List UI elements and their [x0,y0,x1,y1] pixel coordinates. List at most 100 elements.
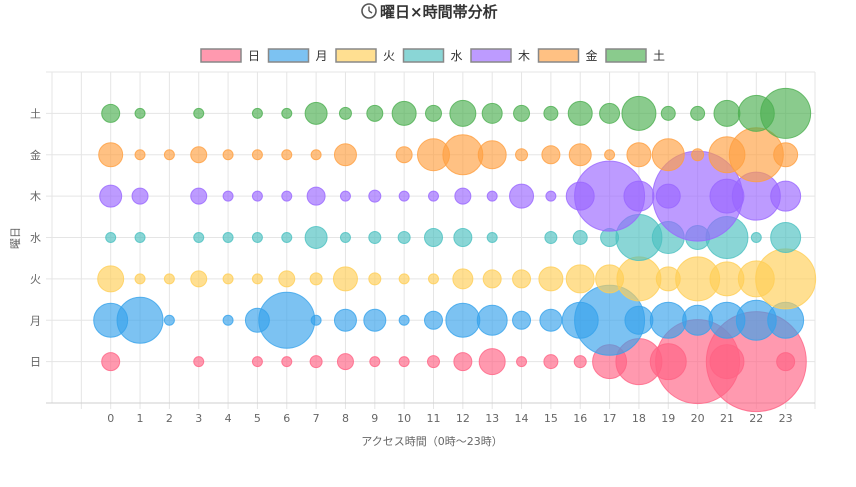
legend-item: 火 [335,48,395,63]
x-axis-label: アクセス時間（0時〜23時） [361,435,502,448]
bubble-point [616,256,662,302]
x-tick-label: 14 [515,412,529,425]
bubble-point [338,106,352,120]
bubble-point [397,231,411,244]
x-tick-label: 18 [632,412,646,425]
bubble-point [222,232,234,243]
bubble-point [425,104,442,122]
legend-swatch [267,48,310,63]
bubble-point [428,273,439,285]
bubble-point [477,140,507,170]
y-tick-label: 水 [30,232,41,245]
bubble-point [624,305,654,335]
bubble-point [251,190,263,202]
legend-label: 土 [653,49,665,63]
bubble-point [513,104,531,122]
legend-label: 木 [518,49,530,63]
bubble-point [512,310,532,330]
bubble-point [134,273,146,285]
bubble-point [105,232,117,243]
bubble-point [445,302,481,338]
bubble-point [310,314,322,326]
bubble-point [368,231,382,244]
bubble-point [567,100,593,126]
y-tick-label: 土 [30,107,41,120]
bubble-point [339,190,351,202]
bubble-point [281,149,293,161]
y-tick-label: 木 [30,190,41,203]
bubble-point [541,145,561,165]
legend-swatch [200,48,242,63]
bubble-point [691,148,705,162]
legend-item: 金 [537,48,598,63]
bubble-point [278,270,296,288]
bubble-point [98,142,124,168]
bubble-point [281,356,293,368]
legend-label: 水 [451,49,463,63]
bubble-point [222,273,234,285]
legend-label: 火 [383,49,395,63]
series-2 [97,248,817,310]
chart-title: 曜日×時間帯分析 [380,3,498,21]
bubble-point [398,356,410,368]
bubble-point [573,355,587,369]
bubble-point [251,149,263,161]
clock-icon [361,3,377,19]
legend-swatch [537,48,580,63]
legend-item: 土 [605,48,665,63]
bubble-point [281,190,293,202]
series-4 [99,150,802,242]
x-tick-label: 9 [371,412,378,425]
bubble-point [163,149,175,161]
x-tick-label: 16 [573,412,587,425]
bubble-point [516,356,528,368]
bubble-point [486,190,498,202]
x-tick-label: 21 [720,412,734,425]
bubble-point [509,183,535,209]
bubble-point [452,268,474,290]
bubble-point [424,310,443,330]
bubble-point [304,101,328,125]
y-tick-label: 金 [30,148,41,162]
bubble-point [101,103,121,123]
bubble-point [251,356,263,368]
x-tick-label: 11 [427,412,441,425]
x-tick-label: 17 [603,412,617,425]
bubble-point [281,107,293,119]
bubble-point [193,232,205,243]
x-tick-label: 0 [107,412,114,425]
x-axis-ticks: 0 1 2 3 4 5 6 7 8 9 10 11 12 13 14 15 16 17 18 19 20 21 22 23 [107,412,792,425]
bubble-point [304,226,328,249]
legend-item: 木 [470,48,530,63]
bubble-point [398,314,410,326]
bubble-point [568,143,592,167]
x-tick-label: 19 [661,412,675,425]
bubble-point [453,228,473,247]
bubble-point [776,352,796,372]
legend-label: 月 [316,49,328,63]
bubble-point [306,186,326,206]
bubble-point [482,269,502,289]
bubble-point [366,104,384,122]
x-tick-label: 12 [456,412,470,425]
x-tick-label: 8 [342,412,349,425]
legend: 日月火水木金土 [200,48,665,63]
bubble-point [363,308,387,332]
legend-swatch [470,48,512,63]
bubble-point [134,232,146,243]
bubble-point [222,314,234,326]
y-tick-label: 月 [30,314,41,327]
x-tick-label: 5 [254,412,261,425]
bubble-point [190,146,208,164]
bubble-point [424,228,443,247]
series-6 [101,87,812,139]
bubble-point [626,142,652,168]
bubble-point [281,232,293,243]
bubble-point [309,272,323,286]
x-tick-label: 2 [166,412,173,425]
bubble-point [332,266,358,292]
series-1 [93,284,805,356]
bubble-point [760,87,812,139]
y-tick-label: 日 [30,356,41,369]
